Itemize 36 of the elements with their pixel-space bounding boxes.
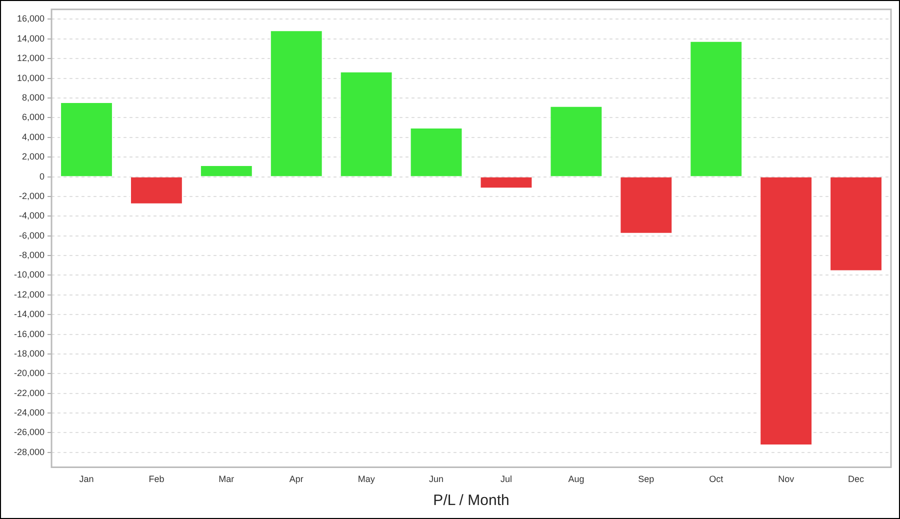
x-tick-label: Oct bbox=[709, 474, 724, 484]
y-tick-label: 12,000 bbox=[16, 53, 45, 64]
y-tick-label: -12,000 bbox=[14, 289, 45, 300]
x-tick-label: Aug bbox=[568, 474, 584, 484]
x-tick-label: Jun bbox=[429, 474, 444, 484]
x-tick-label: Dec bbox=[848, 474, 865, 484]
x-tick-label: Apr bbox=[289, 474, 304, 484]
x-tick-label: Sep bbox=[638, 474, 654, 484]
x-tick-label: Jan bbox=[79, 474, 94, 484]
y-tick-label: 6,000 bbox=[22, 112, 45, 122]
x-tick-label: May bbox=[358, 474, 376, 484]
y-tick-label: -16,000 bbox=[14, 328, 45, 339]
x-tick-label: Mar bbox=[218, 474, 234, 484]
y-tick-label: -20,000 bbox=[14, 368, 45, 378]
y-tick-label: -26,000 bbox=[14, 427, 45, 438]
y-tick-label: 10,000 bbox=[16, 72, 45, 83]
y-tick-label: -18,000 bbox=[14, 348, 45, 358]
y-tick-label: -28,000 bbox=[14, 446, 45, 457]
x-axis-title: P/L / Month bbox=[433, 492, 510, 510]
y-tick-label: -24,000 bbox=[14, 408, 45, 418]
x-tick-label: Jul bbox=[500, 474, 512, 484]
y-tick-label: 14,000 bbox=[16, 33, 45, 44]
y-tick-label: 0 bbox=[40, 171, 45, 182]
x-tick-label: Nov bbox=[778, 474, 795, 484]
y-tick-label: 16,000 bbox=[16, 14, 45, 24]
y-tick-label: -14,000 bbox=[14, 309, 45, 320]
y-tick-label: 2,000 bbox=[22, 152, 45, 162]
y-tick-label: -8,000 bbox=[18, 250, 45, 260]
y-tick-label: -10,000 bbox=[14, 270, 45, 280]
y-tick-label: -2,000 bbox=[18, 190, 45, 201]
y-tick-label: 4,000 bbox=[22, 132, 45, 142]
y-tick-label: 8,000 bbox=[22, 92, 45, 102]
y-tick-label: -22,000 bbox=[14, 388, 45, 398]
x-tick-label: Feb bbox=[148, 474, 164, 484]
y-tick-label: -4,000 bbox=[18, 210, 45, 221]
y-tick-label: -6,000 bbox=[18, 230, 45, 240]
